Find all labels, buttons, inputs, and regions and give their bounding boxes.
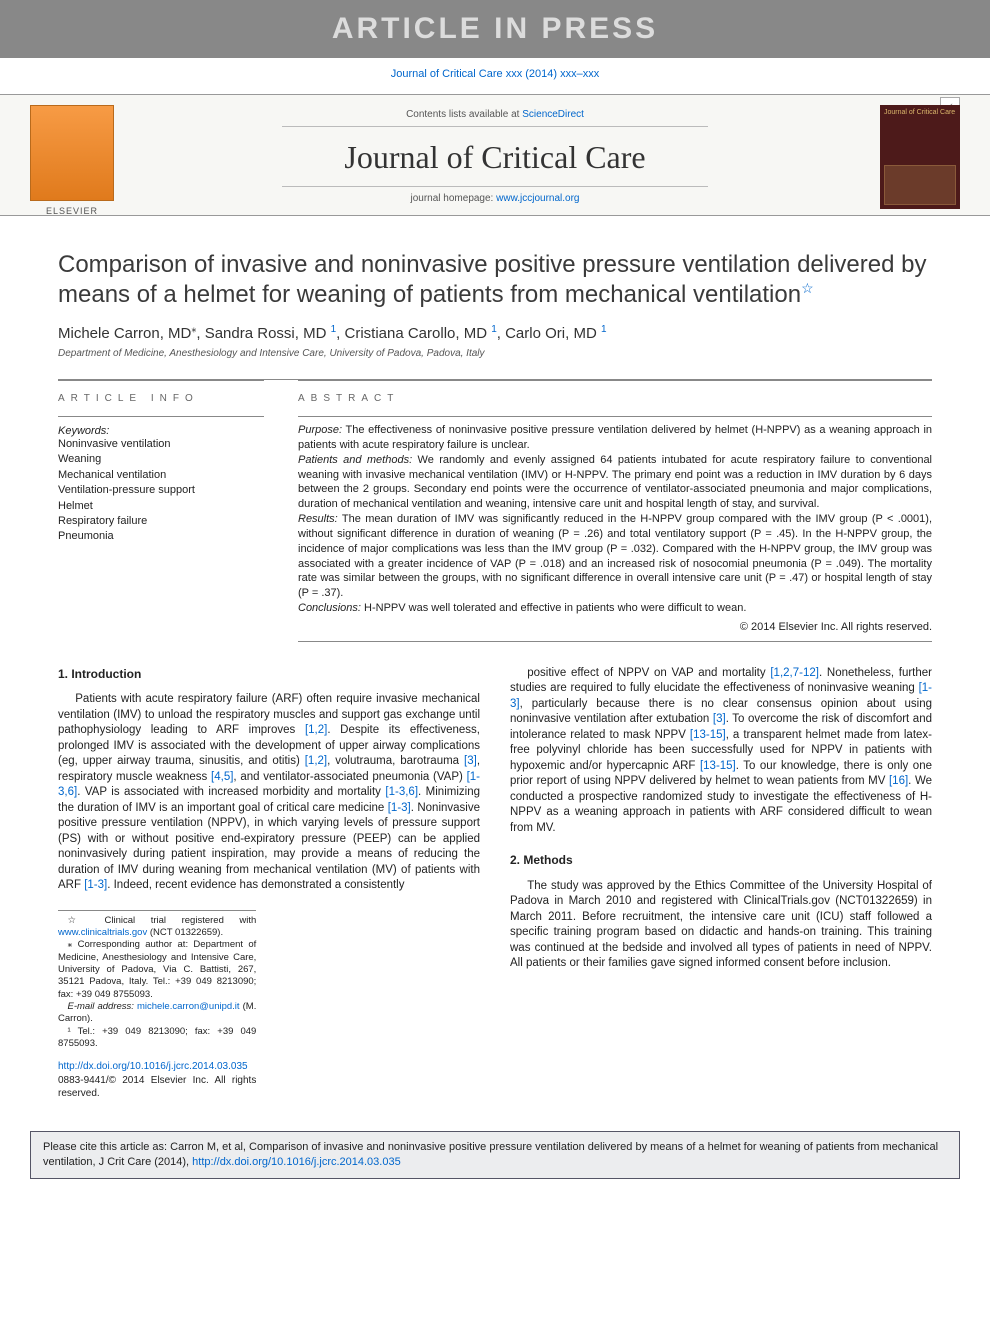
doi-block: http://dx.doi.org/10.1016/j.jcrc.2014.03… bbox=[58, 1060, 256, 1101]
author-list: Michele Carron, MD⁎, Sandra Rossi, MD 1,… bbox=[58, 324, 932, 342]
results-text: The mean duration of IMV was significant… bbox=[298, 513, 932, 599]
intro-heading: 1. Introduction bbox=[58, 666, 480, 682]
article-info-column: ARTICLE INFO Keywords: Noninvasive venti… bbox=[58, 380, 264, 642]
author-email-link[interactable]: michele.carron@unipd.it bbox=[137, 1001, 240, 1012]
title-footnote-star: ☆ bbox=[801, 280, 814, 296]
homepage-link[interactable]: www.jccjournal.org bbox=[496, 193, 579, 204]
trial-fn-text: ☆ Clinical trial registered with bbox=[68, 915, 257, 926]
corresponding-author-fn: ⁎ Corresponding author at: Department of… bbox=[58, 939, 256, 1001]
footnotes-block: ☆ Clinical trial registered with www.cli… bbox=[58, 910, 256, 1051]
in-press-banner: ARTICLE IN PRESS bbox=[0, 0, 990, 58]
running-citation: Journal of Critical Care xxx (2014) xxx–… bbox=[0, 58, 990, 94]
keyword: Mechanical ventilation bbox=[58, 468, 264, 483]
clinicaltrials-link[interactable]: www.clinicaltrials.gov bbox=[58, 927, 147, 938]
article-title: Comparison of invasive and noninvasive p… bbox=[58, 250, 932, 310]
keyword: Pneumonia bbox=[58, 529, 264, 544]
homepage-label: journal homepage: bbox=[411, 193, 497, 204]
conclusions-label: Conclusions: bbox=[298, 602, 361, 614]
keyword: Weaning bbox=[58, 452, 264, 467]
elsevier-tree-logo bbox=[30, 105, 114, 201]
publisher-logo-wrap bbox=[30, 105, 140, 206]
journal-cover-thumb: Journal of Critical Care bbox=[880, 105, 960, 209]
keywords-label: Keywords: bbox=[58, 425, 264, 437]
intro-continuation: positive effect of NPPV on VAP and morta… bbox=[510, 666, 932, 837]
keywords-list: Noninvasive ventilationWeaningMechanical… bbox=[58, 437, 264, 545]
purpose-text: The effectiveness of noninvasive positiv… bbox=[298, 424, 932, 451]
sciencedirect-link[interactable]: ScienceDirect bbox=[522, 109, 584, 120]
sciencedirect-label: Contents lists available at bbox=[406, 109, 522, 120]
article-info-heading: ARTICLE INFO bbox=[58, 393, 264, 404]
methods-heading: 2. Methods bbox=[510, 852, 932, 868]
patients-label: Patients and methods: bbox=[298, 454, 412, 466]
abstract-column: ABSTRACT Purpose: The effectiveness of n… bbox=[298, 380, 932, 642]
journal-name: Journal of Critical Care bbox=[140, 139, 850, 176]
keyword: Ventilation-pressure support bbox=[58, 483, 264, 498]
keyword: Respiratory failure bbox=[58, 514, 264, 529]
purpose-label: Purpose: bbox=[298, 424, 342, 436]
masthead: Contents lists available at ScienceDirec… bbox=[0, 94, 990, 216]
keyword: Noninvasive ventilation bbox=[58, 437, 264, 452]
results-label: Results: bbox=[298, 513, 338, 525]
keyword: Helmet bbox=[58, 499, 264, 514]
please-cite-box: Please cite this article as: Carron M, e… bbox=[30, 1131, 960, 1179]
affiliation: Department of Medicine, Anesthesiology a… bbox=[58, 348, 932, 359]
doi-copyright: 0883-9441/© 2014 Elsevier Inc. All right… bbox=[58, 1075, 256, 1100]
methods-paragraph: The study was approved by the Ethics Com… bbox=[510, 879, 932, 972]
email-label: E-mail address: bbox=[68, 1001, 137, 1012]
doi-link[interactable]: http://dx.doi.org/10.1016/j.jcrc.2014.03… bbox=[58, 1061, 248, 1072]
body-two-column: 1. Introduction Patients with acute resp… bbox=[58, 666, 932, 1101]
tel-fn: ¹ Tel.: +39 049 8213090; fax: +39 049 87… bbox=[58, 1026, 256, 1051]
intro-paragraph: Patients with acute respiratory failure … bbox=[58, 692, 480, 894]
abstract-heading: ABSTRACT bbox=[298, 393, 932, 404]
abstract-copyright: © 2014 Elsevier Inc. All rights reserved… bbox=[298, 620, 932, 642]
trial-fn-tail: (NCT 01322659). bbox=[147, 927, 223, 938]
conclusions-text: H-NPPV was well tolerated and effective … bbox=[364, 602, 746, 614]
